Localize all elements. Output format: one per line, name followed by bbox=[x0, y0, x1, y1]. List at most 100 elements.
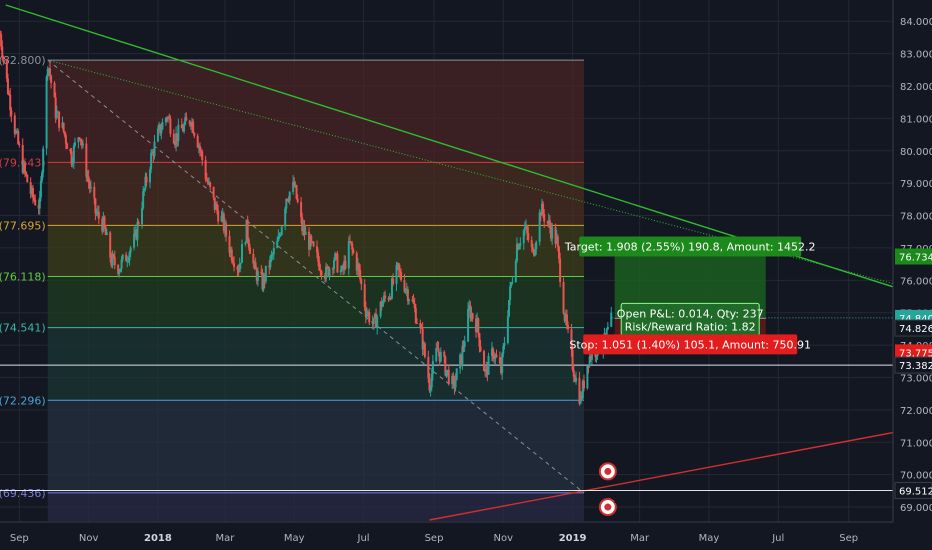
candle-body bbox=[29, 182, 32, 194]
earnings-marker-icon-dot bbox=[604, 467, 612, 475]
candle-body bbox=[604, 333, 607, 335]
candle-body bbox=[400, 272, 403, 281]
candle-body bbox=[14, 131, 17, 134]
candle-body bbox=[1, 46, 4, 58]
candle-body bbox=[542, 203, 545, 215]
candle-body bbox=[260, 271, 263, 274]
target-label-text: Target: 1.908 (2.55%) 190.8, Amount: 145… bbox=[564, 241, 816, 254]
candle-body bbox=[119, 268, 122, 272]
candle-body bbox=[435, 347, 438, 361]
candle-body bbox=[540, 203, 543, 216]
candle-body bbox=[159, 124, 162, 134]
candle-body bbox=[231, 260, 234, 264]
candle-body bbox=[47, 68, 50, 70]
candle-body bbox=[39, 180, 42, 198]
candle-body bbox=[469, 305, 472, 319]
candle-body bbox=[191, 121, 194, 127]
time-tick-label: 2018 bbox=[144, 533, 172, 544]
candle-body bbox=[137, 222, 140, 225]
candle-body bbox=[185, 117, 188, 121]
pnl-label-text: Risk/Reward Ratio: 1.82 bbox=[625, 320, 756, 333]
candle-body bbox=[573, 376, 576, 382]
candle-body bbox=[287, 200, 290, 202]
price-badge-label: 73.775 bbox=[899, 348, 932, 359]
candle-body bbox=[380, 301, 383, 307]
candle-body bbox=[56, 111, 59, 113]
candle-body bbox=[153, 141, 156, 157]
candle-body bbox=[509, 286, 512, 301]
candle-body bbox=[135, 230, 138, 240]
split-marker-icon[interactable]: 2 bbox=[598, 496, 620, 517]
marker-label: 2 bbox=[614, 496, 620, 506]
candle-body bbox=[161, 122, 164, 130]
candle-body bbox=[37, 204, 40, 209]
candle-body bbox=[63, 131, 66, 136]
candle-body bbox=[579, 395, 582, 404]
price-badge bbox=[894, 356, 932, 374]
candle-body bbox=[373, 313, 376, 318]
price-axis[interactable]: 69.00070.00071.00072.00073.00074.00075.0… bbox=[894, 17, 932, 514]
candle-body bbox=[200, 150, 203, 152]
candle-body bbox=[223, 223, 226, 232]
candle-body bbox=[470, 313, 473, 319]
fibonacci-retracement[interactable]: 0(82.800).236(79.643).382(77.695)0.5(76.… bbox=[0, 54, 585, 521]
candle-body bbox=[81, 143, 84, 146]
candle-body bbox=[23, 163, 26, 173]
candle-body bbox=[589, 356, 592, 360]
candle-body bbox=[405, 289, 408, 291]
candle-body bbox=[367, 311, 370, 314]
candle-body bbox=[16, 130, 19, 132]
candle-body bbox=[222, 213, 225, 232]
candle-body bbox=[534, 249, 537, 256]
candle-body bbox=[419, 323, 422, 328]
time-tick-label: Sep bbox=[425, 533, 444, 544]
candle-body bbox=[343, 260, 346, 270]
candle-body bbox=[205, 179, 208, 181]
event-markers[interactable]: 2 bbox=[598, 462, 620, 517]
candle-body bbox=[444, 356, 447, 376]
candle-body bbox=[548, 220, 551, 228]
time-tick-label: Mar bbox=[216, 533, 236, 544]
candle-body bbox=[269, 256, 272, 268]
candle-body bbox=[42, 148, 45, 173]
candle-body bbox=[318, 261, 321, 270]
candle-body bbox=[538, 212, 541, 242]
candle-body bbox=[230, 249, 233, 261]
candle-body bbox=[363, 284, 366, 308]
time-tick-label: Mar bbox=[630, 533, 650, 544]
candle-body bbox=[280, 226, 283, 235]
price-tick-label: 83.000 bbox=[900, 50, 932, 61]
candle-body bbox=[110, 257, 113, 266]
price-badge-label: 74.826 bbox=[899, 324, 932, 335]
fib-level-label: .618(74.541) bbox=[0, 322, 46, 335]
fib-zone bbox=[47, 327, 584, 401]
candle-body bbox=[127, 260, 130, 262]
candle-body bbox=[356, 263, 359, 271]
candle-body bbox=[193, 133, 196, 136]
candle-body bbox=[439, 351, 442, 362]
candle-body bbox=[423, 343, 426, 357]
time-axis[interactable]: Sep Nov 2018 Mar May Jul Sep Nov 2019 Mar May Jul Se… bbox=[10, 533, 858, 544]
long-position-tool[interactable]: Target: 1.908 (2.55%) 190.8, Amount: 145… bbox=[564, 236, 816, 355]
trendline[interactable] bbox=[429, 431, 894, 521]
candle-body bbox=[101, 218, 104, 232]
candle-body bbox=[173, 143, 176, 146]
candle-body bbox=[252, 253, 255, 264]
candle-body bbox=[172, 133, 175, 144]
earnings-marker-icon[interactable] bbox=[598, 462, 617, 481]
candle-body bbox=[403, 280, 406, 292]
candle-body bbox=[141, 208, 144, 225]
candle-body bbox=[351, 243, 354, 250]
price-tick-label: 78.000 bbox=[900, 212, 932, 223]
candle-body bbox=[94, 198, 97, 214]
candle-body bbox=[263, 275, 266, 282]
candle-body bbox=[18, 143, 21, 145]
candle-body bbox=[490, 348, 493, 356]
candle-body bbox=[507, 300, 510, 317]
candle-body bbox=[500, 363, 503, 374]
candle-body bbox=[460, 354, 463, 366]
candle-body bbox=[539, 212, 542, 216]
candle-body bbox=[551, 226, 554, 239]
candle-body bbox=[9, 94, 12, 111]
